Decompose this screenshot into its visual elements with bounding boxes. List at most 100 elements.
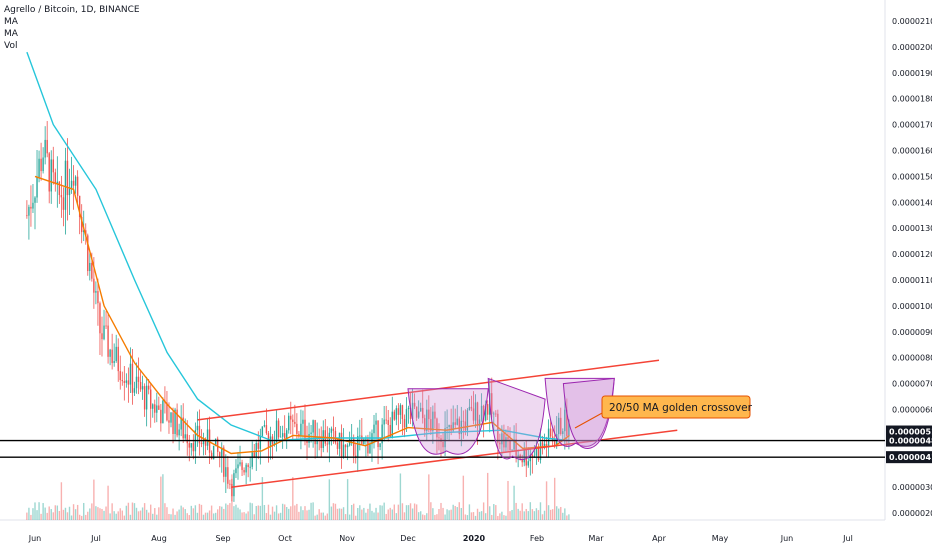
volume-bar [158,507,160,520]
candle-body [235,468,237,474]
candle-body [172,412,174,434]
volume-bar [357,507,359,520]
volume-bar [359,505,361,520]
volume-bar [76,504,79,520]
candle-body [34,197,36,203]
volume-bar [517,508,519,520]
volume-bar [332,503,335,520]
volume-bar [547,505,550,520]
x-tick-label: Oct [278,534,292,543]
candle-body [411,402,414,419]
volume-bar [74,509,77,520]
candle-body [186,434,188,444]
volume-bar [135,507,138,520]
candle-body [482,405,485,421]
volume-bar [229,503,231,520]
volume-bar [444,514,446,520]
candle-body [521,459,523,463]
candle-body [281,433,284,437]
volume-bar [271,506,274,520]
candle-body [450,424,452,431]
x-tick-label: Jun [28,534,42,543]
candle-body [444,428,446,448]
volume-bar [204,512,207,520]
volume-bar [78,514,81,520]
volume-bar [131,502,134,520]
volume-bar [52,512,54,520]
candle-body [493,413,495,415]
candle-body [217,438,219,452]
y-tick-label: 0.00001700 [892,121,932,130]
candle-body [369,444,371,454]
price-labels: 0.000005150.00000480 0.00000416 [886,425,932,464]
volume-bar [393,504,396,520]
candle-body [275,420,278,443]
candle-body [66,160,69,196]
time-axis: Jun Jul Aug Sep Oct Nov Dec 2020 Feb Mar Apr May Jun… [28,534,853,543]
volume-bar [452,504,454,520]
volume-bar [460,507,462,520]
candle-body [294,421,296,424]
volume-bar [507,480,509,520]
volume-bar [302,510,304,520]
volume-bar [184,509,186,520]
candle-body [357,436,359,458]
candle-body [377,420,379,448]
volume-bar [196,512,199,520]
volume-bar [363,507,365,520]
volume-bar [365,512,367,520]
candle-body [541,442,544,448]
volume-bars [26,472,570,520]
candle-body [225,467,227,477]
volume-bar [34,502,36,520]
candle-body [397,408,400,415]
y-tick-label: 0.00000200 [892,509,932,518]
candle-body [564,409,566,432]
volume-bar [389,507,391,520]
volume-bar [255,506,257,520]
y-tick-label: 0.00000800 [892,354,932,363]
volume-bar [350,504,353,520]
volume-bar [292,477,294,520]
candle-body [253,452,255,458]
candle-body [403,419,406,428]
volume-bar [470,512,473,520]
candle-body [420,407,422,412]
volume-bar [275,505,278,520]
volume-bar [462,475,465,520]
candle-body [58,181,61,196]
candle-body [401,405,404,420]
volume-bar [521,503,523,520]
volume-bar [336,508,339,520]
volume-bar [58,510,61,520]
candle-body [190,443,193,448]
candle-body [478,419,481,427]
candle-body [206,429,209,446]
volume-bar [519,510,521,520]
candle-body [259,435,262,449]
candle-body [192,443,195,452]
volume-bar [320,512,322,520]
volume-bar [194,505,197,520]
volume-bar [523,511,525,520]
candle-body [273,442,276,445]
volume-bar [353,503,355,520]
x-tick-label: Mar [588,534,604,543]
candle-body [133,388,136,393]
volume-bar [381,505,383,520]
volume-bar [225,503,227,520]
candle-body [381,424,383,444]
candle-body [464,421,467,431]
volume-bar [543,510,546,520]
y-tick-label: 0.00001900 [892,69,932,78]
candle-body [417,411,420,418]
volume-bar [377,512,379,520]
volume-bar [424,515,426,520]
volume-bar [497,515,499,520]
candle-body [135,376,138,389]
volume-bar [273,511,276,520]
volume-bar [111,503,113,520]
candle-body [527,461,529,466]
